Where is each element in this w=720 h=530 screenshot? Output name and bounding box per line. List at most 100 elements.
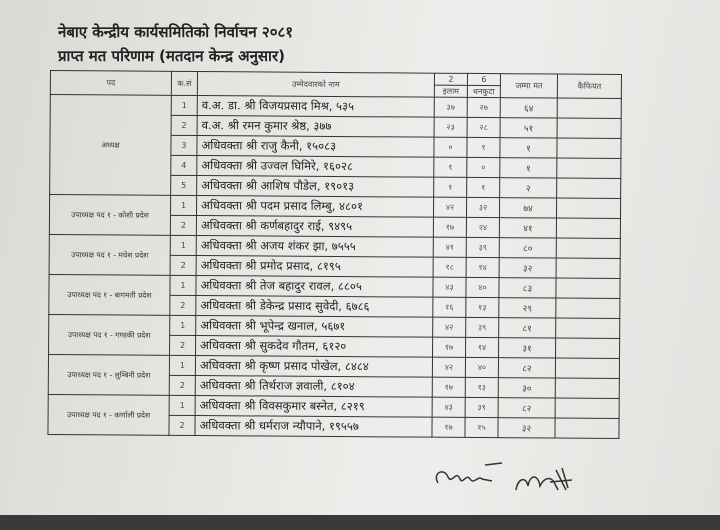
header-center1-number: 2 [434,73,468,86]
signature-1 [435,462,503,484]
header-center2-number: 6 [467,73,501,86]
candidate-name: व.अ. डा. श्री विजयप्रसाद मिश्र, ५३५ [197,95,435,118]
serial-number: 1 [170,195,197,216]
candidate-row: उपाध्यक्ष पद १ - बागमती प्रदेश 1 अधिवक्ता … [48,274,621,316]
results-table: पद क.सं उम्मेदवारको नाम 2 6 जम्मा मत कैफ… [47,70,622,439]
votes-ilam: १ [433,157,467,178]
votes-total: ६४ [500,97,558,119]
votes-ilam: ३७ [434,97,468,118]
remarks-cell [555,398,620,419]
candidate-row: उपाध्यक्ष पद १ - मधेश प्रदेश 1 अधिवक्ता श्… [49,234,621,276]
remarks-cell [556,198,621,219]
votes-ilam: ४१ [433,237,467,258]
votes-dhankuta: ० [466,157,500,178]
votes-ilam: ४२ [432,357,466,378]
remarks-cell [555,358,620,379]
votes-dhankuta: ४० [465,357,499,378]
document-subtitle: प्राप्त मत परिणाम (मतदान केन्द्र अनुसार) [58,47,285,65]
candidate-row: उपाध्यक्ष पद १ - लुम्बिनी प्रदेश 1 अधिवक्त… [48,354,620,396]
candidate-name: व.अ. श्री रमन कुमार श्रेष्ठ, ३७७ [197,115,435,138]
votes-dhankuta: २८ [467,117,501,138]
header-total: जम्मा मत [500,73,558,99]
remarks-cell [556,238,621,259]
votes-total: ८२ [498,357,556,379]
votes-total: ५१ [500,117,558,139]
votes-total: ३२ [499,257,557,279]
header-row: पद क.सं उम्मेदवारको नाम 2 6 जम्मा मत कैफ… [50,70,622,99]
serial-number: 5 [170,175,197,196]
serial-number: 1 [171,95,198,116]
header-sn: क.सं [171,71,198,96]
serial-number: 2 [171,115,198,136]
serial-number: 1 [169,315,196,336]
candidate-name: अधिवक्ता श्री तिर्थराज ज्ञवाली, ८१०४ [195,375,433,398]
candidate-name: अधिवक्ता श्री पदम प्रसाद लिम्बु, ४८०१ [196,195,434,218]
serial-number: 2 [169,335,196,356]
votes-dhankuta: ३९ [465,317,499,338]
serial-number: 3 [170,135,198,156]
remarks-cell [554,418,620,439]
serial-number: 2 [170,215,197,236]
candidate-name: अधिवक्ता श्री राजु कैनी, १५०८३ [196,135,435,158]
votes-ilam: ४३ [432,397,466,418]
remarks-cell [556,178,621,199]
remarks-cell [555,278,621,299]
votes-ilam: १८ [433,257,467,278]
votes-total: ८२ [498,397,556,419]
candidate-name: अधिवक्ता श्री उज्वल घिमिरे, १६०२८ [196,155,434,178]
remarks-cell [557,118,622,139]
votes-dhankuta: १४ [465,337,499,358]
votes-ilam: १७ [431,417,466,438]
candidate-name: अधिवक्ता श्री भूपेन्द्र खनाल, ५६७१ [195,315,433,338]
votes-ilam: १७ [433,217,467,238]
remarks-cell [555,318,620,339]
votes-ilam: १७ [432,337,466,358]
header-ilam: इलाम [434,85,468,98]
candidate-row: उपाध्यक्ष पद १ - कोशी प्रदेश 1 अधिवक्ता श्… [49,194,621,236]
header-remarks: कैफियत [557,74,622,99]
votes-total: २९ [498,297,556,319]
serial-number: 1 [169,275,197,296]
votes-total: ८० [499,237,557,259]
votes-dhankuta: १३ [465,377,499,398]
candidate-name: अधिवक्ता श्री आशिष पौडेल, १९०१३ [196,175,434,198]
candidate-row: उपाध्यक्ष पद १ - गण्डकी प्रदेश 1 अधिवक्ता … [48,314,620,356]
document-title: नेबाए केन्द्रीय कार्यसमितिको निर्वाचन २०… [58,23,294,41]
remarks-cell [555,298,620,319]
votes-dhankuta: ३९ [466,237,500,258]
votes-total: ३० [498,377,556,399]
candidate-row: उपाध्यक्ष पद १ - कर्णाली प्रदेश 1 अधिवक्ता… [47,394,620,436]
header-post: पद [50,70,172,96]
votes-dhankuta: १ [466,177,500,198]
serial-number: 2 [170,255,197,276]
signature-2 [515,467,573,491]
votes-ilam: २३ [434,117,468,138]
votes-dhankuta: १३ [465,297,499,318]
votes-total: ७४ [499,197,557,219]
post-cell: उपाध्यक्ष पद १ - लुम्बिनी प्रदेश [48,354,170,396]
serial-number: 4 [170,155,197,176]
votes-total: ३२ [497,417,556,439]
post-cell: उपाध्यक्ष पद १ - गण्डकी प्रदेश [48,314,170,356]
remarks-cell [556,138,622,159]
votes-dhankuta: १५ [464,417,499,438]
votes-dhankuta: १४ [466,257,500,278]
candidate-name: अधिवक्ता श्री सुकदेव गौतम, ६१२० [195,335,433,358]
post-cell: उपाध्यक्ष पद १ - कोशी प्रदेश [49,194,171,236]
serial-number: 2 [169,295,196,316]
post-cell: अध्यक्ष [49,94,172,196]
candidate-row: अध्यक्ष 1 व.अ. डा. श्री विजयप्रसाद मिश्र, … [49,94,622,196]
candidate-name: अधिवक्ता श्री विवसकुमार बस्नेत, ८२१९ [195,395,433,418]
votes-total: १ [499,157,557,179]
votes-dhankuta: १ [466,137,501,158]
candidate-name: अधिवक्ता श्री प्रमोद प्रसाद, ८१९५ [196,255,434,278]
votes-total: ८३ [498,277,557,299]
serial-number: 2 [168,415,196,436]
votes-dhankuta: २४ [466,217,500,238]
votes-dhankuta: २७ [467,97,501,118]
candidate-name: अधिवक्ता श्री कृष्ण प्रसाद पोखेल, ८४८४ [195,355,433,378]
votes-dhankuta: ३२ [466,197,500,218]
votes-ilam: १७ [432,377,466,398]
remarks-cell [556,158,621,179]
votes-ilam: १६ [432,297,466,318]
